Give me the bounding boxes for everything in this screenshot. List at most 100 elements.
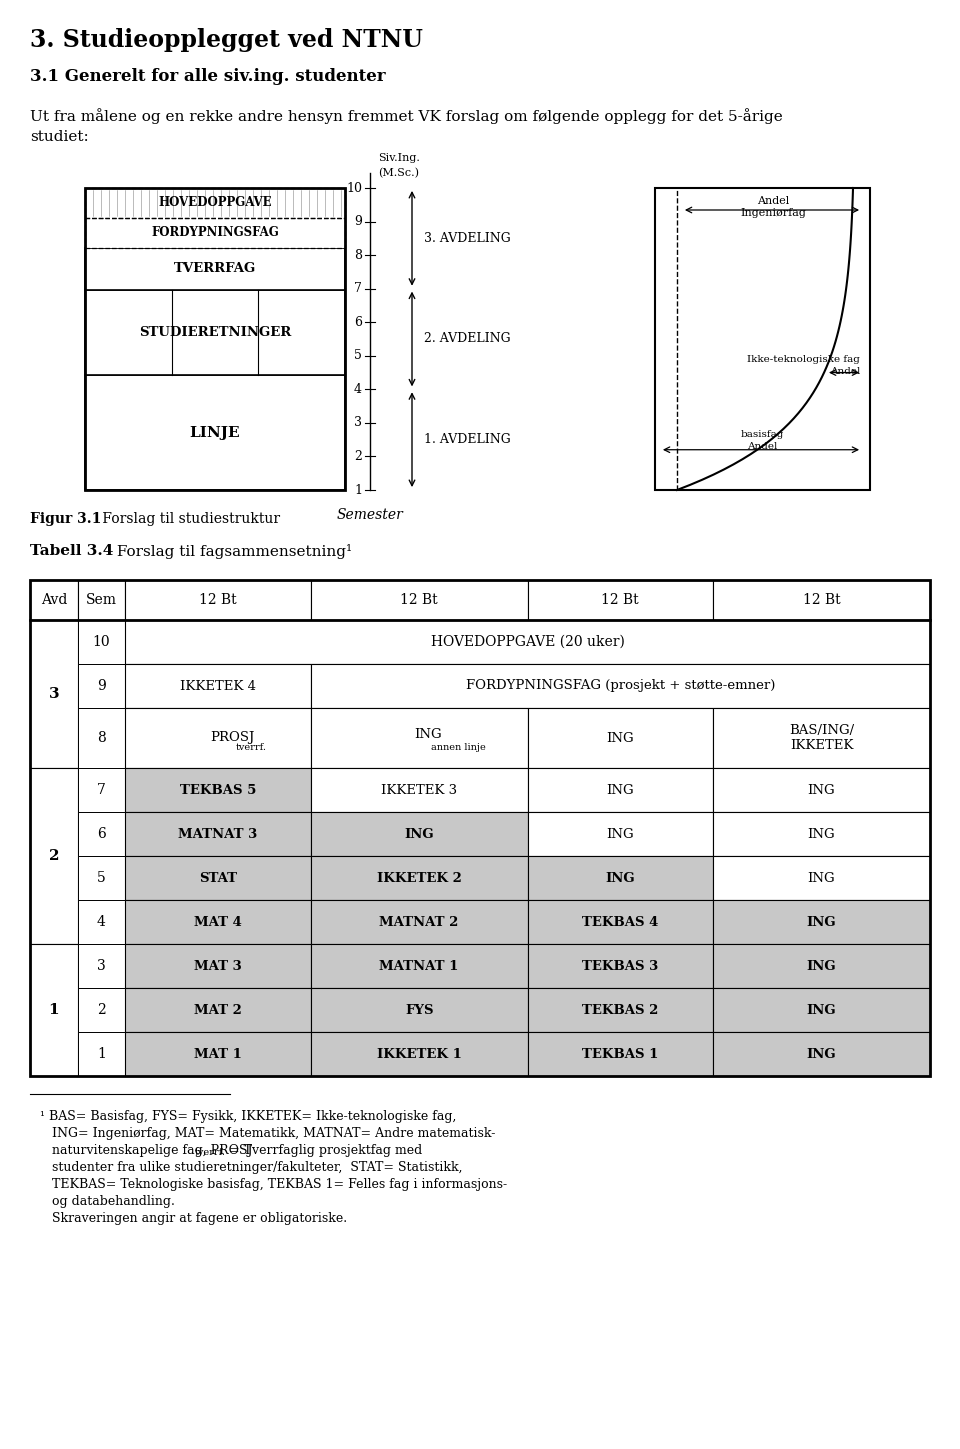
Text: IKKETEK 2: IKKETEK 2 xyxy=(376,871,462,884)
Text: Ut fra målene og en rekke andre hensyn fremmet VK forslag om følgende opplegg fo: Ut fra målene og en rekke andre hensyn f… xyxy=(30,109,782,123)
Bar xyxy=(713,1032,930,1077)
Text: 2: 2 xyxy=(49,849,60,864)
Text: STUDIERETNINGER: STUDIERETNINGER xyxy=(139,326,291,339)
Text: TEKBAS 1: TEKBAS 1 xyxy=(582,1048,659,1061)
Bar xyxy=(311,811,528,856)
Text: Skraveringen angir at fagene er obligatoriske.: Skraveringen angir at fagene er obligato… xyxy=(40,1211,348,1224)
Text: HOVEDOPPGAVE: HOVEDOPPGAVE xyxy=(158,197,272,210)
Bar xyxy=(126,811,311,856)
Bar xyxy=(85,290,345,375)
Text: Forslag til fagsammensetning¹: Forslag til fagsammensetning¹ xyxy=(112,543,352,559)
Bar xyxy=(713,709,930,768)
Text: ING: ING xyxy=(806,1048,836,1061)
Bar xyxy=(85,188,345,490)
Text: ING: ING xyxy=(607,732,635,745)
Bar xyxy=(528,811,713,856)
Bar xyxy=(126,580,311,620)
Bar xyxy=(528,1032,713,1077)
Bar xyxy=(528,856,713,900)
Bar xyxy=(126,768,311,811)
Bar xyxy=(528,856,713,900)
Text: STAT: STAT xyxy=(199,871,237,884)
Bar xyxy=(528,900,713,943)
Bar xyxy=(30,620,78,768)
Bar xyxy=(126,1032,311,1077)
Bar xyxy=(126,943,311,988)
Bar xyxy=(126,768,311,811)
Text: 3: 3 xyxy=(97,959,106,972)
Text: 3. Studieopplegget ved NTNU: 3. Studieopplegget ved NTNU xyxy=(30,28,422,52)
Bar xyxy=(78,768,126,811)
Text: ING: ING xyxy=(807,871,835,884)
Text: ING: ING xyxy=(806,1004,836,1017)
Text: 8: 8 xyxy=(354,249,362,262)
Bar xyxy=(528,988,713,1032)
Bar xyxy=(126,664,311,709)
Bar xyxy=(85,217,345,248)
Bar xyxy=(126,943,311,988)
Bar xyxy=(528,709,713,768)
Bar xyxy=(126,811,311,856)
Text: IKKETEK 1: IKKETEK 1 xyxy=(376,1048,462,1061)
Text: MAT 3: MAT 3 xyxy=(194,959,242,972)
Bar xyxy=(85,375,345,490)
Text: 12 Bt: 12 Bt xyxy=(199,593,237,607)
Bar xyxy=(78,811,126,856)
Text: Tabell 3.4: Tabell 3.4 xyxy=(30,543,113,558)
Bar xyxy=(713,988,930,1032)
Bar xyxy=(713,900,930,943)
Text: MATNAT 2: MATNAT 2 xyxy=(379,916,459,929)
Bar xyxy=(528,900,713,943)
Text: 9: 9 xyxy=(354,214,362,227)
Bar xyxy=(30,768,78,943)
Text: 3.1 Generelt for alle siv.ing. studenter: 3.1 Generelt for alle siv.ing. studenter xyxy=(30,68,386,85)
Bar xyxy=(30,943,78,1077)
Text: Semester: Semester xyxy=(337,509,403,522)
Bar xyxy=(713,943,930,988)
Bar xyxy=(311,900,528,943)
Bar xyxy=(528,1032,713,1077)
Text: ING: ING xyxy=(807,784,835,797)
Text: 3: 3 xyxy=(354,416,362,429)
Text: Forslag til studiestruktur: Forslag til studiestruktur xyxy=(98,511,280,526)
Text: IKKETEK 4: IKKETEK 4 xyxy=(180,680,256,693)
Bar xyxy=(78,856,126,900)
Text: og databehandling.: og databehandling. xyxy=(40,1195,175,1208)
Bar xyxy=(78,580,126,620)
Text: PROSJ: PROSJ xyxy=(210,732,254,745)
Text: 1. AVDELING: 1. AVDELING xyxy=(424,433,511,446)
Text: basisfag: basisfag xyxy=(741,430,784,439)
Text: Andel: Andel xyxy=(747,442,778,451)
Text: 12 Bt: 12 Bt xyxy=(400,593,438,607)
Text: 8: 8 xyxy=(97,730,106,745)
Text: studenter fra ulike studieretninger/fakulteter,  STAT= Statistikk,: studenter fra ulike studieretninger/faku… xyxy=(40,1161,463,1174)
Bar xyxy=(311,664,930,709)
Text: IKKETEK 3: IKKETEK 3 xyxy=(381,784,457,797)
Bar xyxy=(311,856,528,900)
Bar xyxy=(655,188,870,490)
Bar xyxy=(311,811,528,856)
Text: 12 Bt: 12 Bt xyxy=(602,593,639,607)
Bar xyxy=(713,988,930,1032)
Bar xyxy=(78,900,126,943)
Bar xyxy=(311,943,528,988)
Text: 2: 2 xyxy=(97,1003,106,1017)
Text: 6: 6 xyxy=(97,827,106,840)
Bar xyxy=(311,988,528,1032)
Bar xyxy=(713,856,930,900)
Text: ING: ING xyxy=(806,959,836,972)
Text: 3. AVDELING: 3. AVDELING xyxy=(424,232,511,245)
Bar xyxy=(126,620,930,664)
Text: ¹ BAS= Basisfag, FYS= Fysikk, IKKETEK= Ikke-teknologiske fag,: ¹ BAS= Basisfag, FYS= Fysikk, IKKETEK= I… xyxy=(40,1110,456,1123)
Text: Siv.Ing.: Siv.Ing. xyxy=(378,154,420,162)
Bar xyxy=(78,988,126,1032)
Text: ING: ING xyxy=(806,916,836,929)
Text: 4: 4 xyxy=(97,914,106,929)
Text: = Tverrfaglig prosjektfag med: = Tverrfaglig prosjektfag med xyxy=(229,1145,422,1156)
Bar xyxy=(126,988,311,1032)
Text: FORDYPNINGSFAG: FORDYPNINGSFAG xyxy=(151,226,278,239)
Text: MATNAT 3: MATNAT 3 xyxy=(179,827,257,840)
Text: 1: 1 xyxy=(49,1003,60,1017)
Bar xyxy=(713,580,930,620)
Text: 6: 6 xyxy=(354,316,362,329)
